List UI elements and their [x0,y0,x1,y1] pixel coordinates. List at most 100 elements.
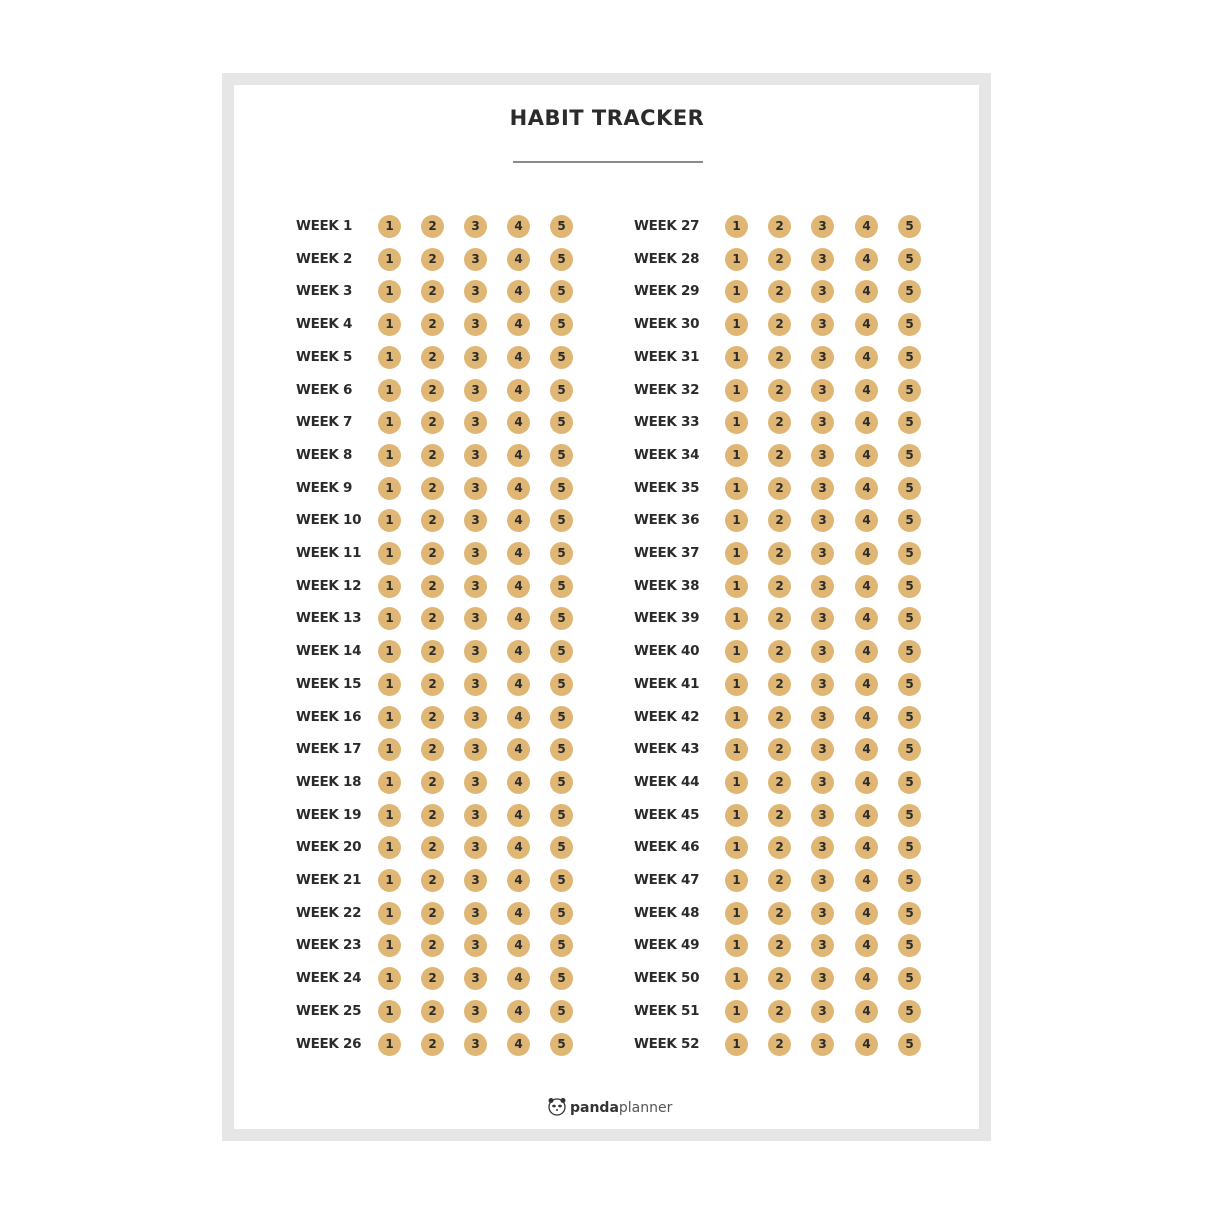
habit-circle[interactable]: 1 [725,215,748,238]
habit-circle[interactable]: 4 [855,345,878,369]
habit-circle[interactable]: 1 [725,280,748,304]
habit-circle[interactable]: 1 [725,640,748,664]
habit-circle[interactable]: 1 [725,967,748,991]
habit-circle[interactable]: 1 [378,345,401,369]
habit-circle[interactable]: 4 [855,967,878,991]
habit-circle[interactable]: 5 [550,215,573,238]
habit-circle[interactable]: 2 [421,476,444,500]
habit-circle[interactable]: 3 [464,509,487,533]
habit-circle[interactable]: 1 [725,443,748,467]
habit-circle[interactable]: 3 [811,345,834,369]
habit-circle[interactable]: 2 [768,803,791,827]
habit-circle[interactable]: 1 [725,803,748,827]
habit-circle[interactable]: 2 [421,901,444,925]
habit-circle[interactable]: 3 [464,378,487,402]
habit-circle[interactable]: 1 [378,869,401,892]
habit-circle[interactable]: 5 [898,836,921,860]
habit-circle[interactable]: 5 [898,345,921,369]
habit-circle[interactable]: 3 [464,345,487,369]
habit-circle[interactable]: 5 [550,574,573,598]
habit-circle[interactable]: 1 [378,672,401,696]
habit-circle[interactable]: 5 [898,869,921,892]
habit-circle[interactable]: 5 [550,509,573,533]
habit-circle[interactable]: 2 [768,836,791,860]
habit-circle[interactable]: 3 [464,443,487,467]
habit-circle[interactable]: 1 [378,1032,401,1056]
habit-circle[interactable]: 5 [898,215,921,238]
habit-circle[interactable]: 4 [507,411,530,435]
habit-circle[interactable]: 3 [464,1032,487,1056]
habit-circle[interactable]: 1 [725,509,748,533]
habit-circle[interactable]: 1 [378,738,401,762]
habit-circle[interactable]: 1 [378,443,401,467]
habit-circle[interactable]: 4 [855,705,878,729]
habit-circle[interactable]: 5 [550,770,573,794]
habit-circle[interactable]: 3 [464,705,487,729]
habit-circle[interactable]: 4 [855,607,878,631]
habit-circle[interactable]: 1 [725,476,748,500]
habit-circle[interactable]: 4 [855,247,878,271]
habit-circle[interactable]: 2 [421,836,444,860]
habit-circle[interactable]: 3 [811,934,834,958]
habit-circle[interactable]: 3 [811,738,834,762]
habit-circle[interactable]: 5 [898,803,921,827]
habit-circle[interactable]: 3 [464,934,487,958]
habit-circle[interactable]: 1 [378,542,401,565]
habit-circle[interactable]: 2 [421,803,444,827]
habit-circle[interactable]: 3 [811,770,834,794]
habit-circle[interactable]: 2 [768,705,791,729]
habit-circle[interactable]: 2 [768,770,791,794]
habit-circle[interactable]: 3 [464,640,487,664]
habit-circle[interactable]: 3 [811,313,834,337]
habit-circle[interactable]: 5 [898,770,921,794]
habit-circle[interactable]: 1 [378,934,401,958]
habit-circle[interactable]: 4 [855,770,878,794]
habit-circle[interactable]: 1 [378,901,401,925]
habit-circle[interactable]: 3 [811,378,834,402]
habit-circle[interactable]: 4 [507,1032,530,1056]
habit-circle[interactable]: 2 [421,313,444,337]
habit-circle[interactable]: 5 [550,705,573,729]
habit-circle[interactable]: 5 [898,443,921,467]
habit-circle[interactable]: 5 [898,542,921,565]
habit-circle[interactable]: 4 [507,574,530,598]
habit-circle[interactable]: 3 [811,999,834,1023]
habit-circle[interactable]: 2 [421,967,444,991]
habit-circle[interactable]: 5 [898,378,921,402]
habit-circle[interactable]: 4 [507,672,530,696]
habit-circle[interactable]: 2 [768,999,791,1023]
habit-circle[interactable]: 5 [550,443,573,467]
habit-circle[interactable]: 1 [725,869,748,892]
habit-circle[interactable]: 5 [550,411,573,435]
habit-circle[interactable]: 4 [507,836,530,860]
habit-circle[interactable]: 3 [811,640,834,664]
habit-circle[interactable]: 4 [507,542,530,565]
habit-circle[interactable]: 2 [768,476,791,500]
habit-circle[interactable]: 3 [811,476,834,500]
habit-circle[interactable]: 5 [898,1032,921,1056]
habit-circle[interactable]: 3 [811,607,834,631]
habit-circle[interactable]: 4 [507,607,530,631]
habit-circle[interactable]: 3 [811,542,834,565]
habit-circle[interactable]: 2 [421,705,444,729]
habit-circle[interactable]: 1 [725,378,748,402]
habit-circle[interactable]: 3 [811,705,834,729]
habit-circle[interactable]: 5 [898,476,921,500]
habit-circle[interactable]: 5 [898,313,921,337]
habit-circle[interactable]: 2 [421,411,444,435]
habit-circle[interactable]: 1 [378,280,401,304]
habit-circle[interactable]: 1 [725,672,748,696]
habit-circle[interactable]: 3 [811,967,834,991]
habit-circle[interactable]: 1 [378,607,401,631]
habit-circle[interactable]: 4 [855,640,878,664]
habit-circle[interactable]: 3 [811,836,834,860]
habit-circle[interactable]: 5 [550,280,573,304]
habit-circle[interactable]: 2 [421,280,444,304]
habit-circle[interactable]: 2 [421,999,444,1023]
habit-circle[interactable]: 3 [811,443,834,467]
habit-circle[interactable]: 2 [421,378,444,402]
habit-circle[interactable]: 4 [855,280,878,304]
habit-circle[interactable]: 3 [464,574,487,598]
habit-circle[interactable]: 5 [898,247,921,271]
habit-circle[interactable]: 5 [550,901,573,925]
